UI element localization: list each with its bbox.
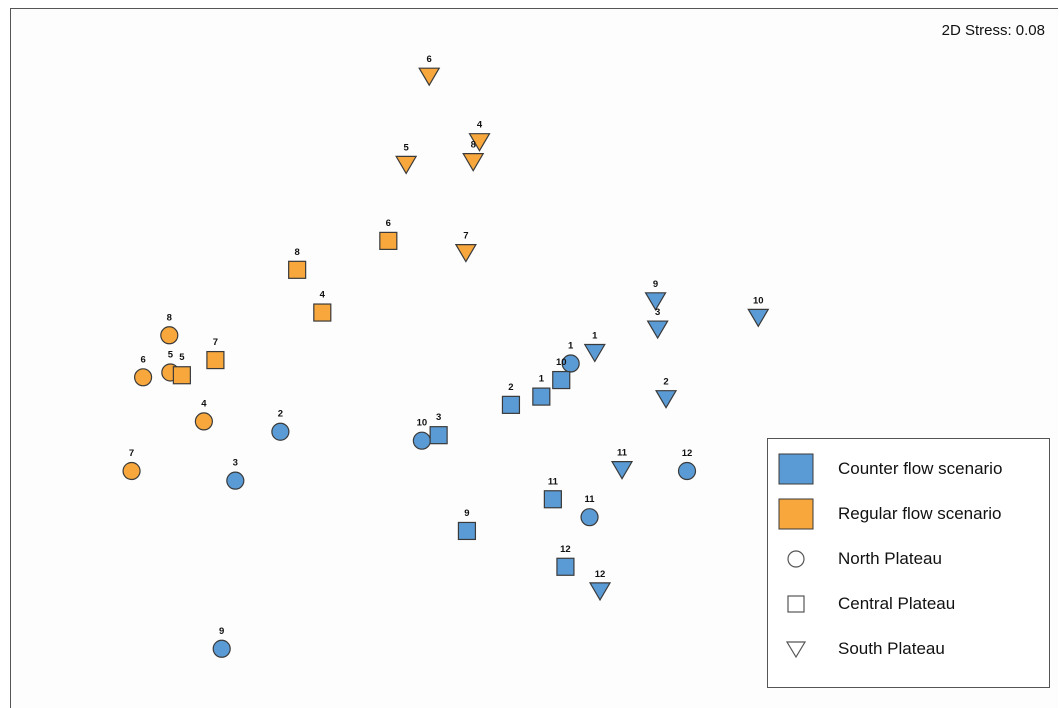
point-label: 3	[233, 458, 238, 469]
point-label: 8	[295, 247, 300, 258]
point-label: 2	[663, 377, 668, 388]
legend: Counter flow scenario Regular flow scena…	[767, 438, 1050, 688]
counter-square-point	[552, 370, 571, 390]
counter-circle-point	[561, 354, 580, 373]
circle-marker-icon	[787, 550, 805, 568]
stress-value: 2D Stress: 0.08	[941, 22, 1045, 39]
point-label: 7	[129, 448, 134, 459]
point-label: 4	[477, 120, 483, 131]
point-label: 7	[463, 231, 468, 242]
point-label: 10	[417, 418, 428, 429]
legend-label-central: Central Plateau	[838, 594, 956, 613]
point-label: 6	[140, 354, 145, 365]
counter-swatch-icon	[778, 453, 814, 485]
point-label: 5	[168, 349, 174, 360]
regular-triangle-point	[418, 67, 441, 87]
counter-circle-point	[412, 431, 431, 450]
counter-triangle-point	[610, 461, 634, 480]
square-marker-icon	[787, 595, 805, 613]
counter-circle-point	[212, 639, 231, 658]
legend-item-north: North Plateau	[768, 539, 1049, 579]
counter-circle-point	[271, 422, 290, 441]
point-label: 12	[560, 544, 571, 555]
legend-item-central: Central Plateau	[768, 584, 1049, 624]
point-label: 9	[464, 508, 469, 519]
point-label: 4	[320, 290, 326, 301]
point-label: 5	[403, 142, 409, 153]
legend-label-south: South Plateau	[838, 639, 945, 658]
counter-circle-point	[677, 461, 697, 481]
counter-square-point	[543, 490, 562, 509]
counter-circle-point	[580, 508, 599, 527]
triangle-marker-icon	[785, 641, 807, 659]
point-label: 11	[585, 494, 596, 505]
counter-square-point	[429, 426, 448, 445]
point-label: 1	[592, 331, 598, 342]
legend-label-north: North Plateau	[838, 549, 942, 568]
point-label: 3	[436, 412, 441, 423]
point-label: 10	[556, 357, 567, 368]
counter-circle-point	[226, 471, 245, 490]
regular-swatch-icon	[778, 498, 814, 530]
point-label: 3	[655, 307, 660, 318]
regular-square-point	[313, 303, 332, 322]
point-label: 8	[167, 312, 172, 323]
point-label: 12	[682, 448, 693, 459]
regular-square-point	[206, 350, 225, 370]
regular-square-point	[288, 260, 307, 279]
point-label: 1	[568, 341, 574, 352]
point-label: 9	[653, 279, 658, 290]
regular-square-point	[379, 231, 398, 250]
point-label: 10	[753, 295, 764, 306]
counter-triangle-point	[588, 582, 612, 602]
regular-circle-point	[122, 461, 141, 481]
point-label: 6	[386, 218, 391, 229]
point-label: 11	[548, 476, 559, 487]
legend-label-counter: Counter flow scenario	[838, 459, 1003, 478]
point-label: 8	[471, 140, 476, 151]
regular-square-point	[172, 366, 191, 385]
counter-square-point	[501, 395, 521, 414]
point-label: 6	[427, 54, 432, 65]
point-label: 7	[213, 337, 218, 348]
counter-triangle-point	[644, 292, 667, 312]
counter-triangle-point	[654, 390, 678, 409]
point-label: 9	[219, 626, 224, 637]
regular-triangle-point	[454, 243, 477, 263]
point-label: 1	[539, 374, 545, 385]
legend-label-regular: Regular flow scenario	[838, 504, 1002, 523]
point-label: 11	[617, 448, 628, 459]
point-label: 5	[179, 352, 185, 363]
regular-triangle-point	[462, 153, 485, 172]
counter-square-point	[556, 557, 575, 576]
regular-circle-point	[133, 368, 153, 387]
legend-item-regular: Regular flow scenario	[768, 494, 1049, 534]
regular-triangle-point	[395, 155, 418, 175]
counter-triangle-point	[646, 320, 669, 340]
counter-triangle-point	[747, 308, 770, 328]
point-label: 12	[595, 569, 606, 580]
legend-item-counter: Counter flow scenario	[768, 449, 1049, 489]
regular-circle-point	[194, 412, 213, 431]
point-label: 4	[201, 398, 207, 409]
point-label: 2	[278, 409, 283, 420]
legend-item-south: South Plateau	[768, 629, 1049, 669]
regular-triangle-point	[468, 133, 491, 152]
regular-circle-point	[160, 326, 179, 345]
counter-square-point	[532, 387, 551, 406]
counter-triangle-point	[583, 343, 606, 363]
point-label: 2	[508, 382, 513, 393]
counter-square-point	[457, 521, 477, 541]
